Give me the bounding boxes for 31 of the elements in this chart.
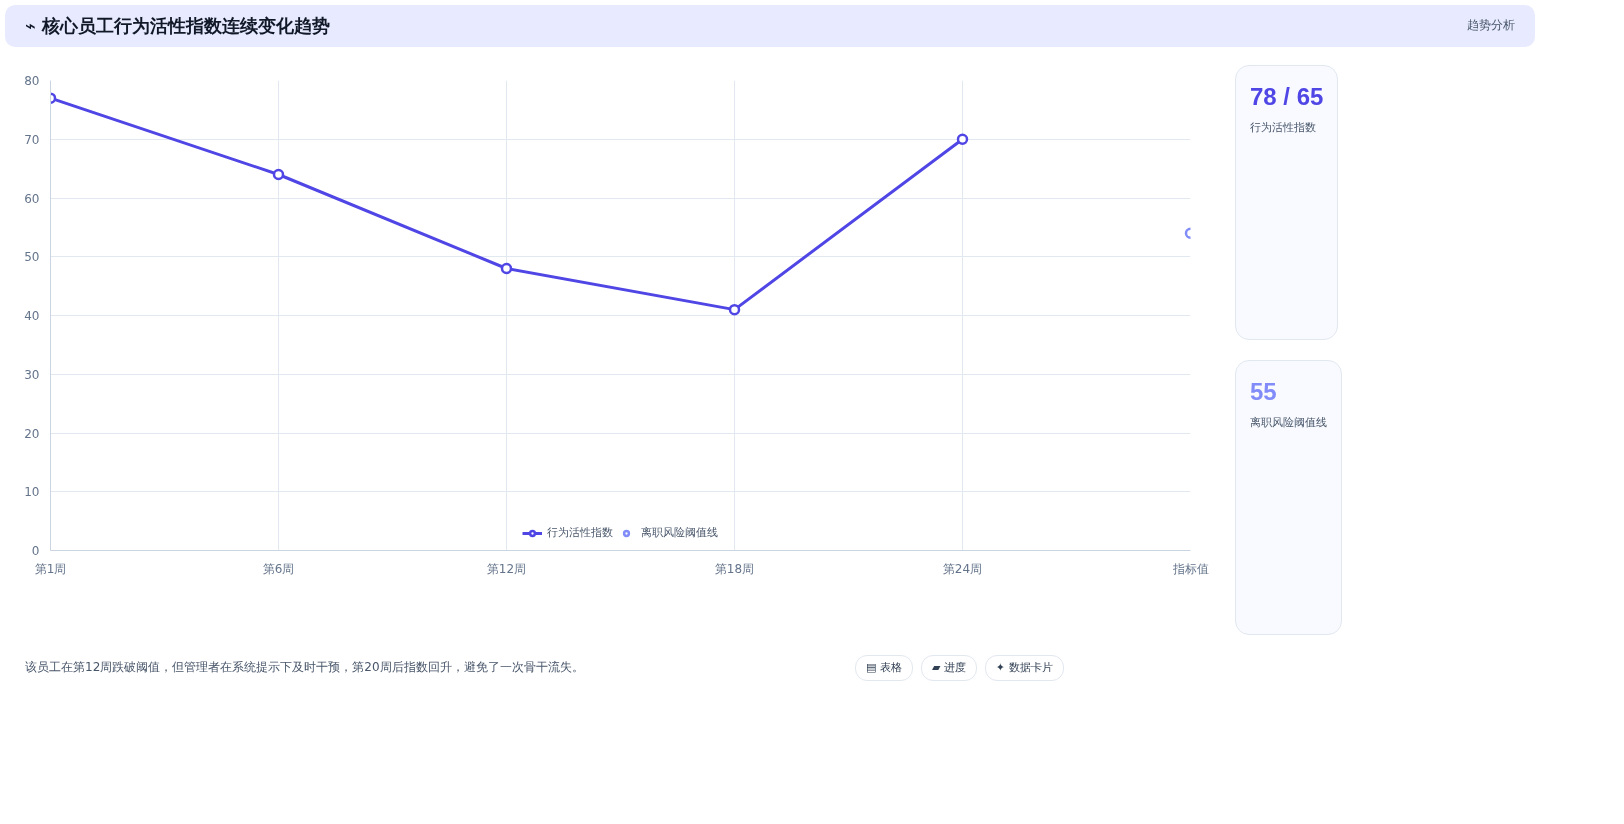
text: 离职风险阈值线 [1250, 415, 1327, 431]
x-tick-label: 指标值 [1171, 561, 1209, 576]
x-tick-label: 第6周 [262, 561, 295, 576]
point [500, 262, 513, 275]
x-tick-label: 第24周 [942, 561, 983, 576]
text: ▤ 表格 [855, 655, 913, 681]
text: ▰ 进度 [920, 655, 977, 681]
legend-label: 行为活性指数 [547, 525, 613, 540]
y-tick-label: 60 [24, 191, 40, 206]
y-tick-label: 10 [24, 485, 40, 500]
y-tick-label: 30 [24, 367, 40, 382]
y-tick-label: 70 [24, 132, 40, 147]
text: 55 [1250, 377, 1278, 407]
text: 78 / 65 [1250, 82, 1324, 112]
x-tick-label: 第18周 [714, 561, 755, 576]
point [728, 303, 741, 316]
x-tick-label: 第12周 [486, 561, 527, 576]
chart-title: ⌁ 核心员工行为活性指数连续变化趋势 [25, 14, 331, 38]
point [956, 133, 969, 145]
text: 行为活性指数 [1250, 120, 1317, 136]
y-tick-label: 20 [24, 426, 40, 441]
text: 趋势分析 [1467, 17, 1515, 35]
y-tick-label: 40 [24, 309, 40, 323]
x-tick-label: 第1周 [34, 561, 67, 576]
point [272, 168, 285, 181]
y-tick-label: 0 [31, 544, 40, 558]
y-tick-label: 50 [24, 250, 40, 265]
legend-label: 离职风险阈值线 [641, 525, 718, 540]
text: 该员工在第12周跌破阈值，但管理者在系统提示下及时干预，第20周后指数回升，避免了一次骨干流失。 [25, 659, 585, 677]
y-tick-label: 80 [24, 74, 40, 88]
text: ✦ 数据卡片 [984, 655, 1064, 681]
